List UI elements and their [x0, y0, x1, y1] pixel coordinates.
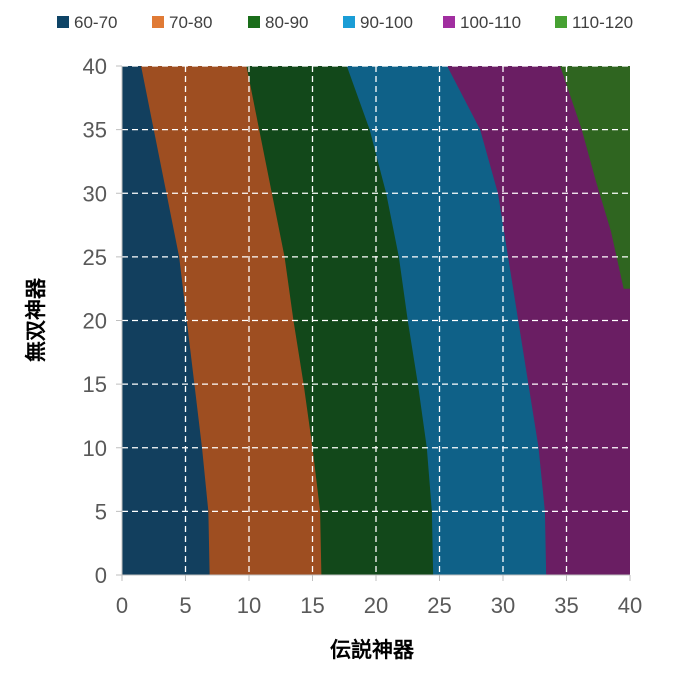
legend-label: 70-80	[169, 13, 212, 32]
y-tick-label: 35	[83, 118, 107, 143]
legend-swatch	[343, 16, 355, 28]
y-tick-label: 0	[95, 563, 107, 588]
y-tick-label: 5	[95, 499, 107, 524]
y-axis-title: 無双神器	[24, 277, 48, 362]
x-tick-label: 15	[300, 593, 324, 618]
x-tick-label: 30	[491, 593, 515, 618]
y-tick-label: 25	[83, 245, 107, 270]
x-tick-label: 40	[618, 593, 642, 618]
legend-item-110-120: 110-120	[555, 13, 633, 32]
legend-swatch	[555, 16, 567, 28]
x-tick-label: 5	[179, 593, 191, 618]
legend-label: 110-120	[572, 13, 633, 32]
legend-label: 80-90	[265, 13, 308, 32]
legend-item-60-70: 60-70	[57, 13, 117, 32]
y-tick-label: 10	[83, 436, 107, 461]
y-tick-label: 30	[83, 181, 107, 206]
x-tick-label: 20	[364, 593, 388, 618]
legend-swatch	[152, 16, 164, 28]
y-tick-label: 40	[83, 54, 107, 79]
legend-item-70-80: 70-80	[152, 13, 212, 32]
legend: 60-70 70-80 80-90 90-100 100-110 110-120	[57, 13, 633, 32]
legend-label: 90-100	[360, 13, 413, 32]
grid-lines	[122, 65, 630, 575]
y-tick-label: 20	[83, 309, 107, 334]
legend-swatch	[57, 16, 69, 28]
legend-label: 60-70	[74, 13, 117, 32]
legend-item-90-100: 90-100	[343, 13, 413, 32]
legend-label: 100-110	[460, 13, 521, 32]
axes: 0 5 10 15 20 25 30 35 40 0 5 10 15 20 25 30 35 40	[83, 54, 643, 618]
legend-item-80-90: 80-90	[248, 13, 308, 32]
x-tick-label: 25	[427, 593, 451, 618]
x-tick-label: 0	[116, 593, 128, 618]
x-tick-label: 35	[554, 593, 578, 618]
legend-item-100-110: 100-110	[443, 13, 521, 32]
x-axis-title: 伝説神器	[330, 638, 415, 662]
legend-swatch	[248, 16, 260, 28]
legend-swatch	[443, 16, 455, 28]
x-tick-label: 10	[237, 593, 261, 618]
band-110-120	[560, 66, 630, 289]
y-tick-label: 15	[83, 372, 107, 397]
